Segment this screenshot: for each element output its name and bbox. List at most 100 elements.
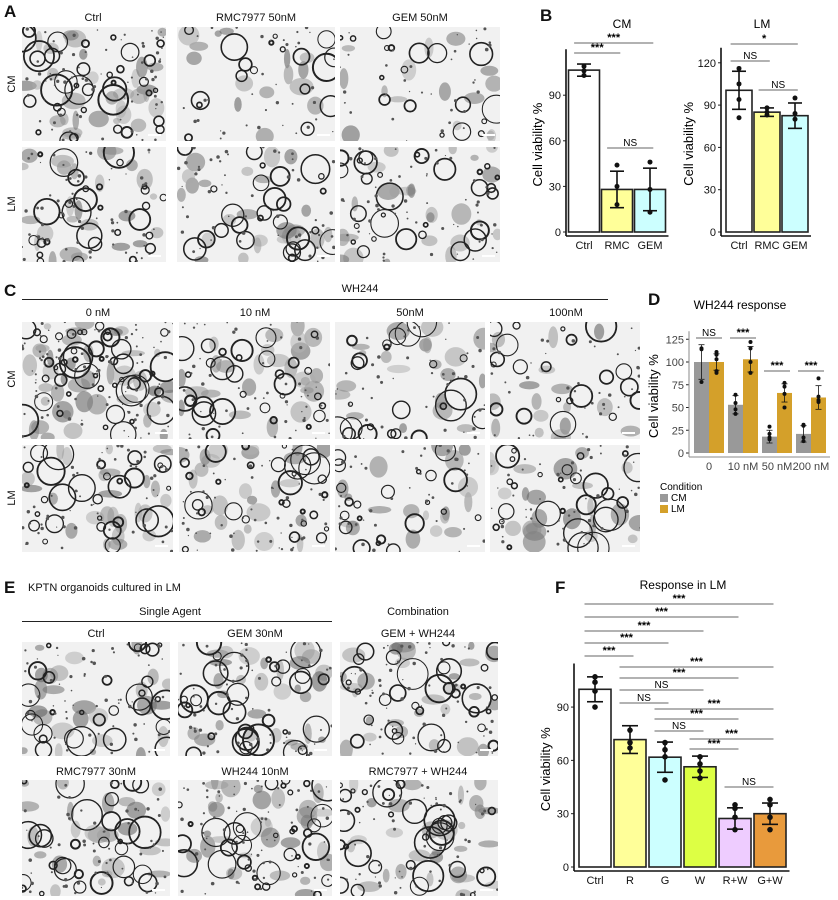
organoid bbox=[512, 322, 521, 330]
debris bbox=[25, 543, 27, 546]
debris bbox=[346, 233, 349, 237]
debris bbox=[340, 675, 342, 678]
debris bbox=[180, 889, 184, 894]
panel-label-d: D bbox=[648, 290, 661, 309]
debris bbox=[457, 376, 460, 378]
debris bbox=[584, 407, 586, 409]
debris bbox=[208, 373, 212, 377]
bar bbox=[728, 404, 743, 453]
debris bbox=[576, 406, 579, 408]
organoid-blob bbox=[88, 708, 109, 726]
debris bbox=[139, 852, 143, 856]
debris bbox=[76, 881, 81, 885]
debris bbox=[64, 878, 68, 882]
organoid-blob bbox=[135, 747, 146, 756]
legend-label: LM bbox=[671, 504, 685, 515]
debris bbox=[131, 882, 134, 884]
debris bbox=[446, 382, 450, 387]
data-point bbox=[764, 105, 770, 111]
debris bbox=[167, 425, 170, 428]
debris bbox=[291, 536, 293, 539]
debris bbox=[123, 429, 126, 432]
debris bbox=[22, 526, 25, 530]
debris bbox=[580, 530, 584, 534]
debris bbox=[108, 847, 111, 850]
debris bbox=[435, 161, 439, 165]
organoid bbox=[287, 356, 300, 369]
organoid bbox=[302, 715, 330, 743]
organoid bbox=[485, 642, 498, 661]
debris bbox=[266, 391, 269, 395]
debris bbox=[207, 189, 212, 194]
organoid bbox=[22, 884, 27, 893]
organoid bbox=[279, 392, 286, 399]
debris bbox=[62, 260, 66, 262]
organoid bbox=[272, 214, 288, 230]
organoid bbox=[511, 447, 517, 454]
significance-label: *** bbox=[737, 327, 751, 339]
organoid-blob bbox=[340, 68, 349, 90]
debris bbox=[637, 486, 640, 490]
organoid bbox=[138, 76, 149, 87]
organoid bbox=[184, 133, 193, 141]
debris bbox=[249, 742, 253, 747]
organoid bbox=[290, 445, 321, 476]
debris bbox=[234, 327, 238, 331]
debris bbox=[143, 455, 146, 459]
debris bbox=[500, 524, 505, 529]
debris bbox=[374, 876, 377, 878]
debris bbox=[373, 818, 376, 821]
debris bbox=[332, 130, 334, 133]
debris bbox=[521, 468, 524, 471]
debris bbox=[387, 644, 389, 647]
debris bbox=[152, 843, 156, 846]
organoid-blob bbox=[563, 402, 572, 413]
organoid bbox=[96, 521, 107, 532]
organoid bbox=[22, 40, 55, 73]
debris bbox=[492, 347, 496, 351]
organoid bbox=[121, 374, 150, 403]
debris bbox=[74, 367, 78, 371]
debris bbox=[488, 730, 493, 734]
debris bbox=[194, 852, 199, 856]
debris bbox=[342, 90, 347, 94]
y-tick-label: 60 bbox=[557, 755, 569, 767]
debris bbox=[419, 454, 423, 457]
debris bbox=[216, 155, 220, 159]
organoid-blob bbox=[92, 734, 113, 747]
debris bbox=[296, 178, 301, 182]
debris bbox=[373, 523, 377, 527]
scale-bar bbox=[155, 432, 168, 434]
organoid bbox=[340, 149, 350, 167]
debris bbox=[196, 549, 198, 551]
organoid bbox=[178, 834, 192, 854]
debris bbox=[349, 111, 353, 114]
debris bbox=[80, 809, 83, 812]
organoid bbox=[38, 734, 48, 744]
organoid bbox=[561, 464, 573, 476]
y-axis-label: Cell viability % bbox=[646, 354, 661, 438]
debris bbox=[155, 51, 160, 55]
debris bbox=[573, 390, 577, 393]
debris bbox=[38, 350, 42, 353]
debris bbox=[49, 678, 53, 683]
organoid bbox=[145, 89, 153, 97]
organoid bbox=[350, 788, 356, 794]
debris bbox=[425, 405, 428, 409]
data-point bbox=[732, 826, 738, 833]
organoid bbox=[324, 47, 335, 68]
organoid-blob bbox=[253, 237, 262, 254]
debris bbox=[441, 372, 445, 376]
organoid bbox=[123, 467, 145, 489]
organoid bbox=[294, 667, 311, 684]
debris bbox=[335, 393, 337, 395]
debris bbox=[344, 101, 346, 104]
organoid-blob bbox=[473, 327, 485, 350]
debris bbox=[601, 495, 604, 497]
significance-label: NS bbox=[702, 328, 716, 339]
organoid-blob bbox=[177, 187, 186, 202]
debris bbox=[160, 464, 164, 468]
y-axis-label: Cell viability % bbox=[681, 102, 696, 186]
organoid bbox=[42, 670, 56, 684]
